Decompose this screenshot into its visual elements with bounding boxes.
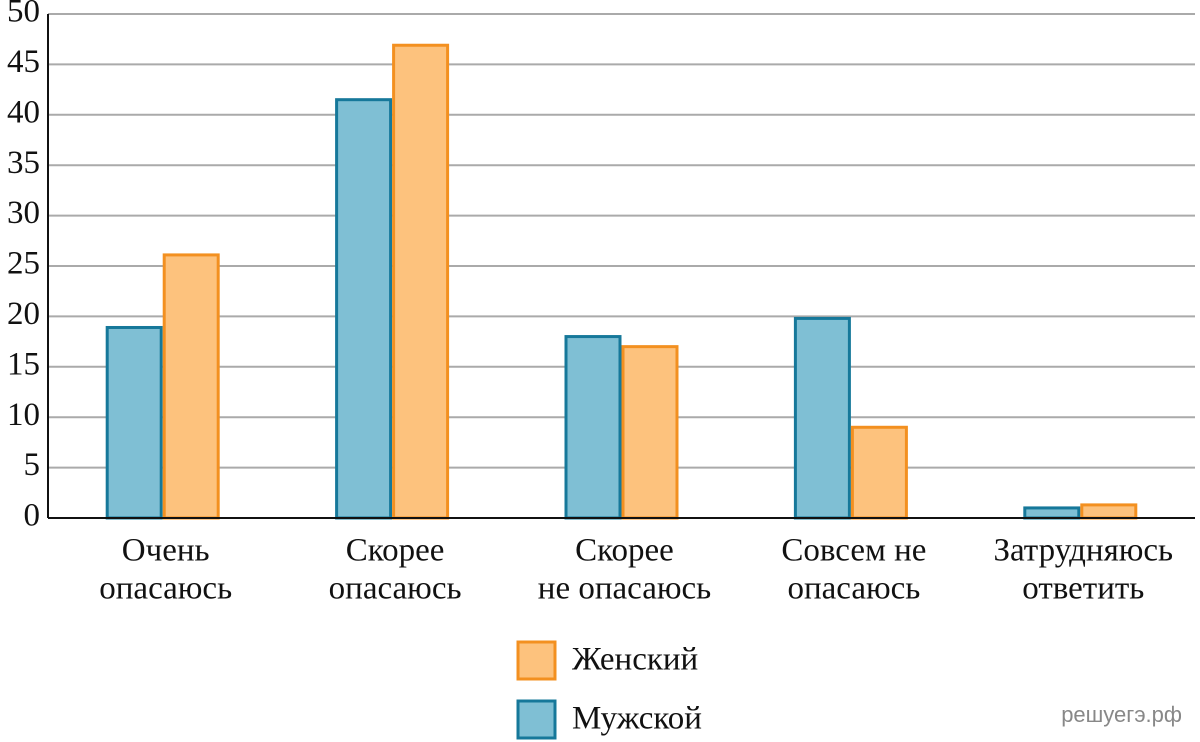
bar: [105, 325, 163, 520]
x-tick-label: Скорее: [346, 533, 445, 569]
bar: [1023, 506, 1081, 520]
bar: [162, 253, 220, 520]
x-tick-label: Затрудняюсь: [993, 533, 1173, 569]
y-tick-label: 15: [7, 346, 40, 382]
bar: [564, 335, 622, 520]
x-tick-label: ответить: [1022, 571, 1144, 607]
bar: [335, 98, 393, 520]
y-tick-label: 35: [7, 145, 40, 181]
y-tick-label: 25: [7, 246, 40, 282]
bar: [793, 316, 851, 520]
legend-swatch: [516, 640, 557, 681]
bar: [1080, 503, 1138, 520]
y-tick-label: 45: [7, 44, 40, 80]
y-tick-label: 0: [24, 498, 41, 534]
x-tick-label: Совсем не: [781, 533, 926, 569]
legend-swatch: [516, 699, 557, 740]
x-tick-label: Очень: [122, 533, 210, 569]
x-tick-label: опасаюсь: [329, 571, 462, 607]
y-tick-label: 5: [24, 447, 41, 483]
bar: [850, 425, 908, 520]
y-tick-label: 20: [7, 296, 40, 332]
bar: [621, 345, 679, 520]
y-tick-label: 30: [7, 195, 40, 231]
x-tick-label: не опасаюсь: [538, 571, 711, 607]
y-tick-label: 50: [7, 0, 40, 30]
legend-label: Мужской: [572, 701, 702, 737]
bar: [392, 43, 450, 520]
x-tick-label: опасаюсь: [99, 571, 232, 607]
x-tick-label: опасаюсь: [787, 571, 920, 607]
y-tick-label: 10: [7, 397, 40, 433]
legend-label: Женский: [572, 642, 698, 678]
watermark: решуегэ.рф: [1061, 702, 1182, 727]
x-tick-label: Скорее: [575, 533, 674, 569]
y-tick-label: 40: [7, 94, 40, 130]
